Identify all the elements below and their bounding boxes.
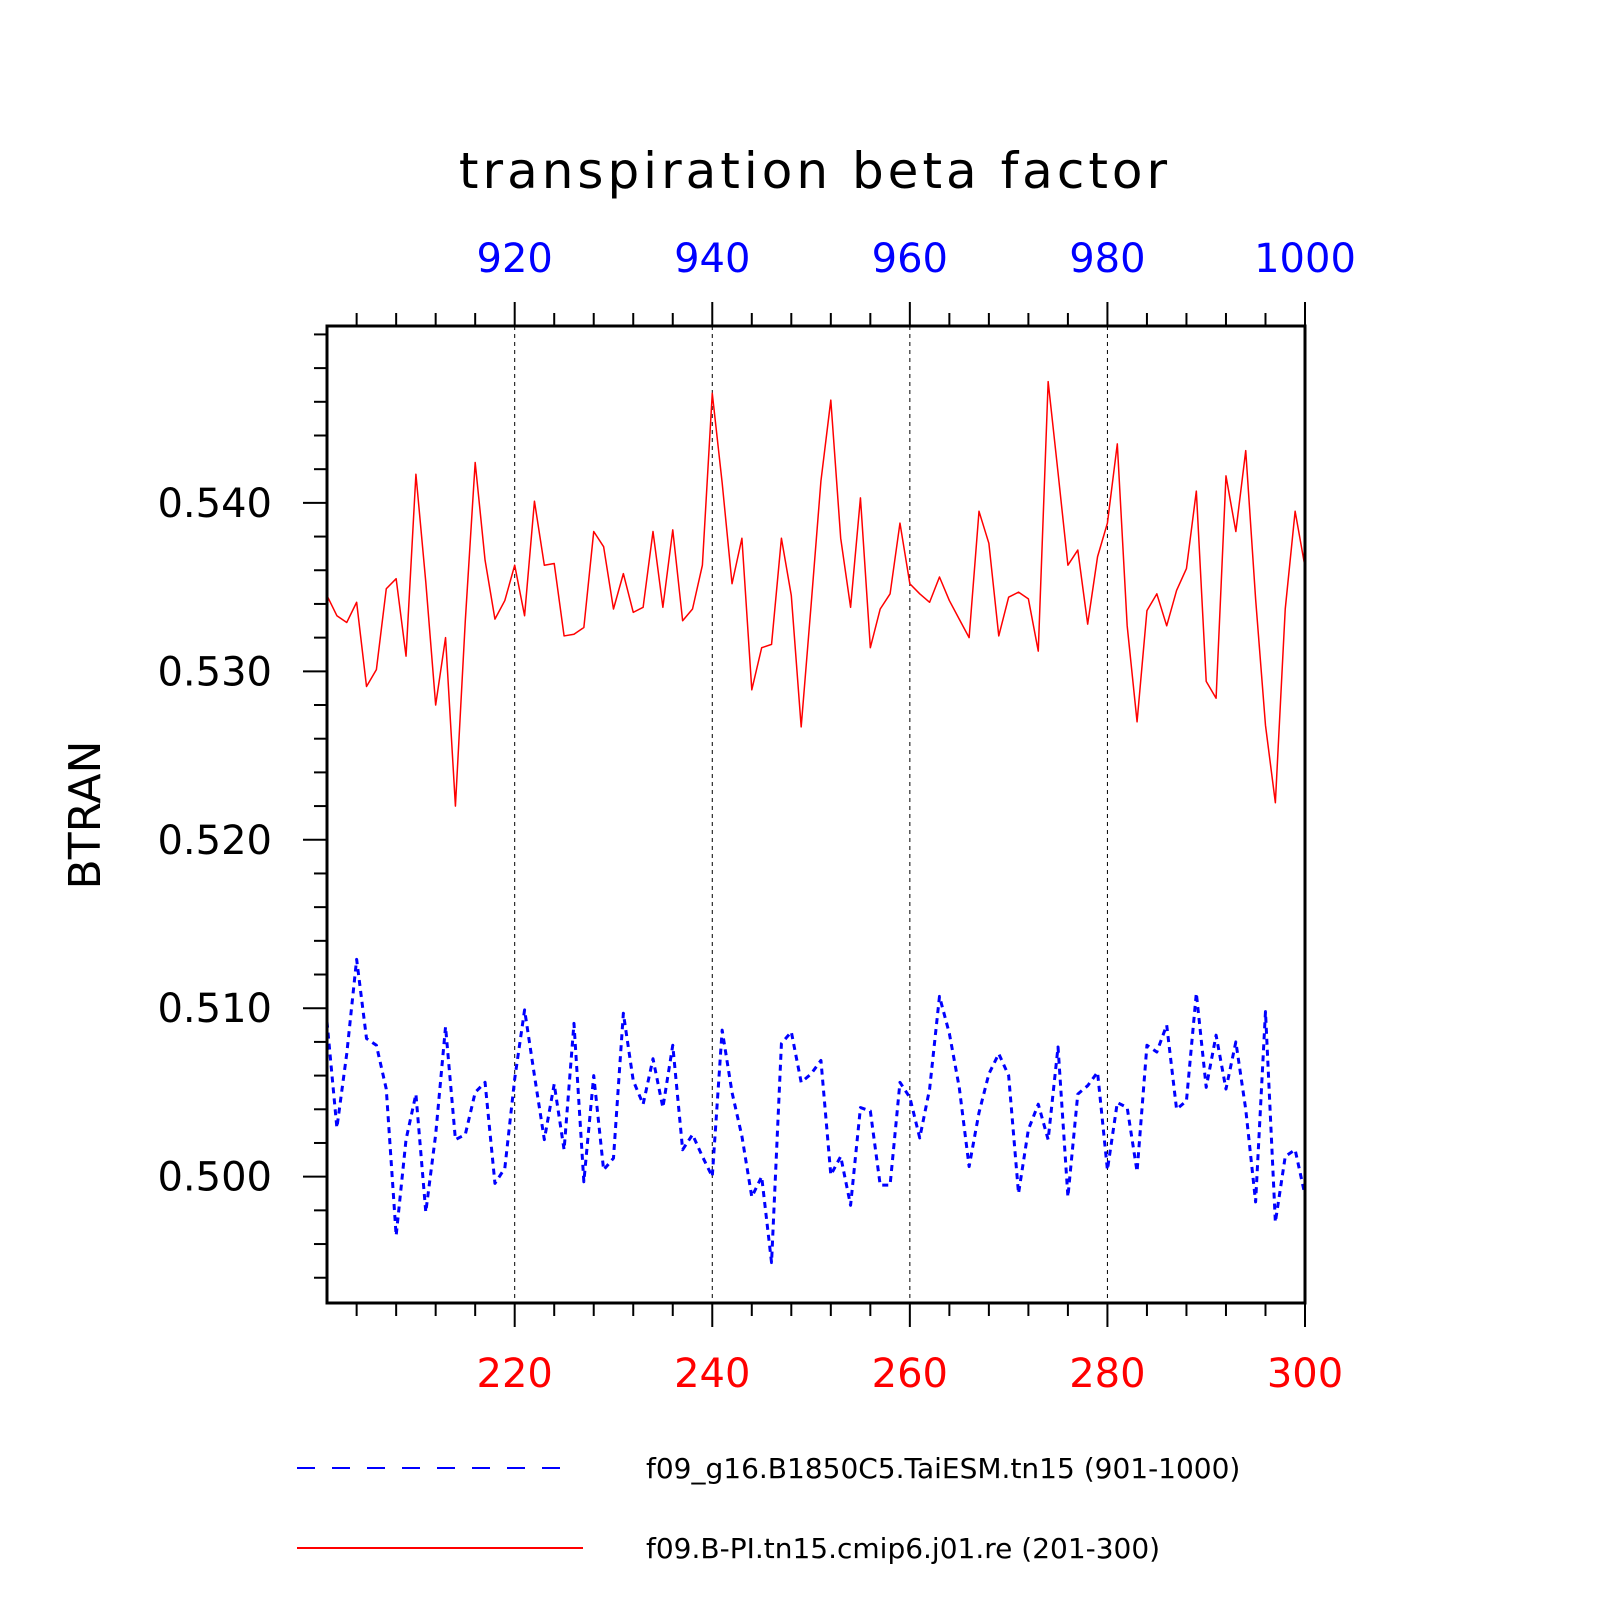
x-top-tick-label-1: 940 bbox=[674, 236, 750, 282]
y-tick-label-1: 0.510 bbox=[157, 986, 272, 1032]
series-line-1 bbox=[326, 380, 1306, 807]
x-top-tick-label-3: 980 bbox=[1069, 236, 1145, 282]
x-bottom-tick-label-3: 280 bbox=[1069, 1351, 1145, 1397]
x-top-tick-label-0: 920 bbox=[477, 236, 553, 282]
tick-labels: 0.500 0.510 0.520 0.530 0.540 220 240 260 280 300… bbox=[157, 236, 1355, 1397]
legend-label-red: f09.B-PI.tn15.cmip6.j01.re (201-300) bbox=[646, 1532, 1160, 1565]
x-bottom-tick-label-1: 240 bbox=[674, 1351, 750, 1397]
y-tick-label-0: 0.500 bbox=[157, 1155, 272, 1201]
y-tick-label-4: 0.540 bbox=[157, 481, 272, 527]
legend-label-blue: f09_g16.B1850C5.TaiESM.tn15 (901-1000) bbox=[646, 1452, 1240, 1485]
x-bottom-tick-label-0: 220 bbox=[477, 1351, 553, 1397]
chart-title: transpiration beta factor bbox=[459, 142, 1171, 200]
legend: f09_g16.B1850C5.TaiESM.tn15 (901-1000) f… bbox=[297, 1452, 1240, 1565]
series-line-0 bbox=[325, 957, 1307, 1265]
series-layer bbox=[325, 380, 1307, 1265]
x-bottom-tick-label-2: 260 bbox=[872, 1351, 948, 1397]
y-tick-label-3: 0.530 bbox=[157, 649, 272, 695]
tick-marks bbox=[303, 302, 1306, 1327]
y-axis-label: BTRAN bbox=[60, 741, 111, 890]
axes-layer bbox=[325, 324, 1307, 1305]
y-tick-label-2: 0.520 bbox=[157, 818, 272, 864]
x-top-tick-label-2: 960 bbox=[872, 236, 948, 282]
x-top-tick-label-4: 1000 bbox=[1254, 236, 1356, 282]
grid-lines bbox=[514, 326, 1108, 1303]
x-bottom-tick-label-4: 300 bbox=[1267, 1351, 1343, 1397]
plot-frame bbox=[325, 324, 1307, 1305]
